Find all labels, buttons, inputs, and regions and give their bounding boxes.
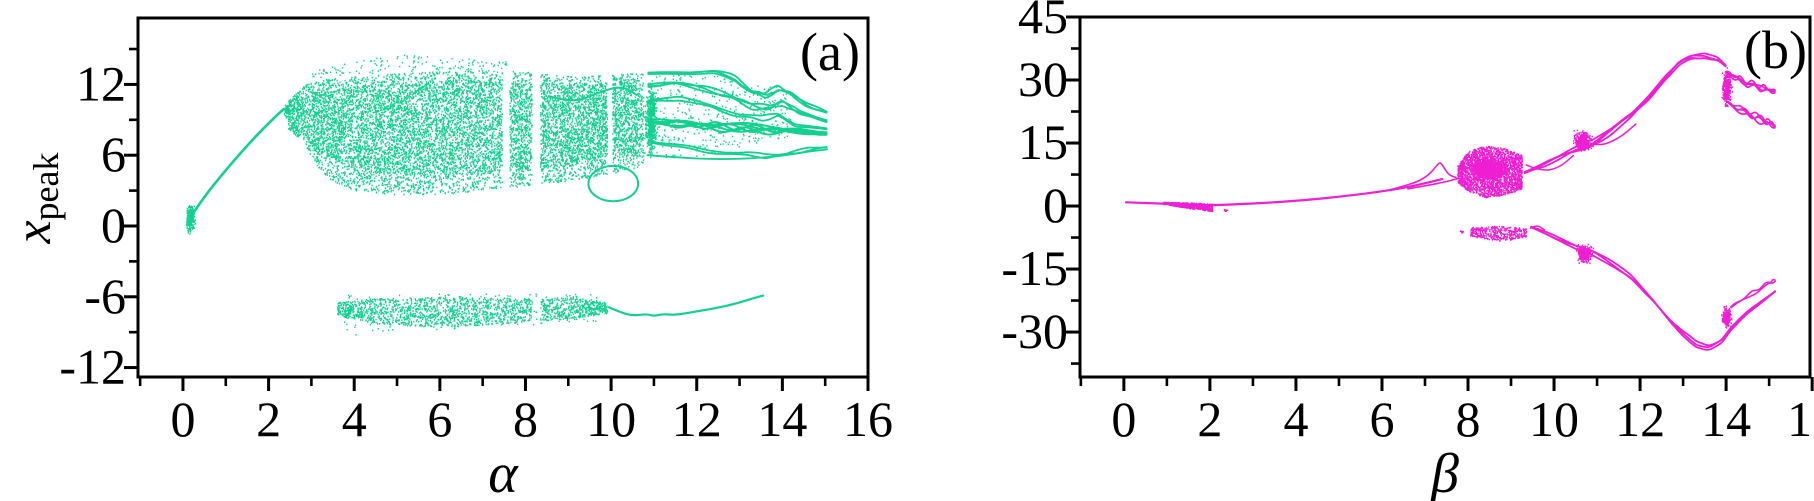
branch-bundle-line [647, 119, 828, 136]
scatter-points [337, 296, 609, 328]
y-tick-label: -12 [59, 339, 126, 395]
branch-bundle-line [1726, 70, 1777, 92]
x-tick-label: 12 [1615, 391, 1665, 447]
x-tick-label: 14 [1701, 391, 1751, 447]
branch-bundle-line [647, 81, 828, 122]
x-tick-label: 8 [1456, 391, 1481, 447]
y-tick-label: -6 [84, 268, 126, 324]
scatter-points [1576, 243, 1595, 265]
x-tick-label: 2 [1197, 391, 1222, 447]
scatter-points [287, 88, 304, 138]
axis-ticks [1066, 15, 1814, 391]
branch-bundle-line [1523, 52, 1727, 174]
data-layer [185, 54, 829, 336]
x-tick-label: 6 [427, 391, 452, 447]
scatter-points [1223, 208, 1229, 213]
x-tick-label: 14 [757, 391, 807, 447]
scatter-points [1721, 305, 1733, 329]
branch-bundle-line [1729, 280, 1777, 309]
branch-curve [548, 86, 638, 102]
scatter-points [1162, 201, 1214, 213]
branch-curve [1389, 162, 1457, 191]
branch-bundle-line [647, 95, 828, 130]
x-tick-label: 6 [1369, 391, 1394, 447]
branch-curve [191, 107, 285, 216]
branch-bundle-line [1729, 278, 1776, 308]
plot-frame [1078, 15, 1812, 379]
panel-b: 0 2 4 6 8 10 12 14 16 -30 -15 0 15 30 45 [1001, 0, 1814, 447]
branch-curve [607, 294, 765, 317]
scatter-points [344, 293, 603, 336]
plot-frame [136, 16, 870, 379]
y-tick-label: 45 [1018, 0, 1068, 44]
orbit-loop [587, 164, 640, 203]
y-tick-label: 0 [1043, 177, 1068, 233]
branch-bundle-line [1523, 57, 1727, 174]
scatter-points [648, 72, 792, 159]
scatter-points [1572, 129, 1594, 152]
scatter-points [1459, 230, 1464, 234]
x-tick-label: 4 [342, 391, 367, 447]
branch-bundle-line [1523, 54, 1727, 174]
scatter-points [1470, 225, 1528, 242]
x-tick-label: 0 [1111, 391, 1136, 447]
x-tick-label: 2 [256, 391, 281, 447]
y-tick-label: 0 [101, 197, 126, 253]
branch-bundle-line [647, 140, 828, 156]
x-tick-label: 8 [513, 391, 538, 447]
scatter-points [311, 79, 639, 176]
scatter-points [185, 205, 197, 235]
branch-curve [1525, 154, 1575, 171]
x-tick-label: 4 [1283, 391, 1308, 447]
scatter-points [302, 70, 645, 196]
scatter-points [1465, 156, 1510, 185]
branch-bundle-line [647, 72, 828, 114]
x-tick-label: 10 [1529, 391, 1579, 447]
branch-bundle-line [1727, 101, 1776, 127]
scatter-points [644, 80, 658, 156]
x-tick-label: 16 [843, 391, 893, 447]
panel-a: 0 2 4 6 8 10 12 14 16 -12 -6 0 6 12 [59, 16, 893, 447]
x-tick-label: 10 [586, 391, 636, 447]
data-layer [1124, 52, 1777, 351]
x-tick-label: 12 [672, 391, 722, 447]
branch-bundle-line [1523, 56, 1727, 175]
branch-curve [1529, 225, 1546, 231]
y-tick-label: 6 [101, 126, 126, 182]
scatter-points [312, 54, 507, 79]
axis-ticks [124, 47, 870, 391]
branch-curve [1407, 177, 1460, 190]
branch-bundle-line [1530, 225, 1777, 347]
x-tick-label: 0 [170, 391, 195, 447]
y-tick-label: 15 [1018, 114, 1068, 170]
y-tick-label: -15 [1001, 240, 1068, 296]
y-tick-label: -30 [1001, 303, 1068, 359]
branch-bundle-line [1530, 226, 1777, 351]
y-tick-label: 12 [76, 55, 126, 111]
branch-curve [646, 148, 829, 160]
branch-bundle-line [1727, 102, 1776, 129]
branch-bundle-line [647, 69, 828, 113]
y-tick-label: 30 [1018, 51, 1068, 107]
x-tick-label: 16 [1787, 391, 1814, 447]
branch-bundle-line [647, 99, 828, 131]
branch-curve [1124, 178, 1444, 207]
